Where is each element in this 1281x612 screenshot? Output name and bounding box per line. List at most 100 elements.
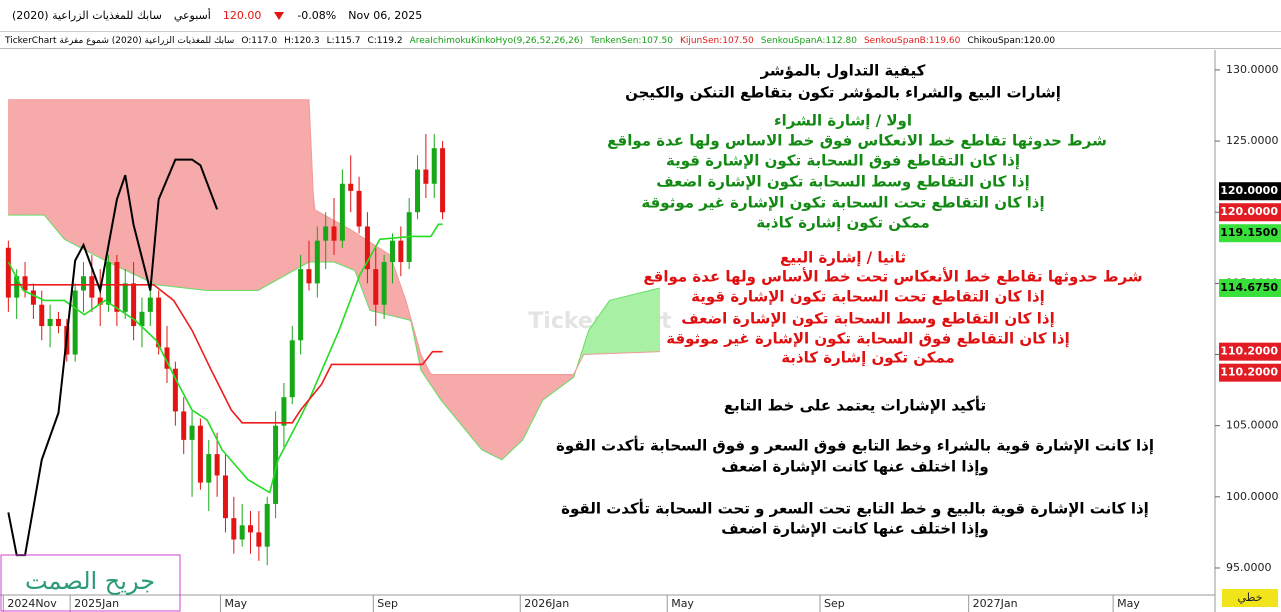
y-tick-label: 100.0000 [1226, 490, 1279, 503]
annotation: اولا / إشارة الشراء [774, 112, 912, 130]
cloud-segment [191, 99, 195, 290]
price-tag [1219, 342, 1281, 361]
cloud-segment [239, 99, 243, 291]
cloud-segment [20, 99, 24, 216]
cloud-segment [74, 99, 78, 247]
cloud-segment [465, 374, 468, 434]
cloud-segment [235, 99, 239, 291]
cloud-segment [237, 99, 241, 291]
cloud-segment [529, 374, 533, 426]
annotation: إذا كان التقاطع فوق السحابة تكون الإشارة… [666, 330, 1070, 348]
cloud-segment [502, 374, 506, 460]
candle-body [348, 183, 354, 191]
cloud-segment [555, 374, 558, 392]
cloud-segment [10, 99, 13, 216]
cloud-segment [193, 99, 197, 290]
cloud-segment [260, 99, 264, 290]
annotation: إذا كان التقاطع فوق السحابة تكون الإشارة… [666, 152, 1020, 170]
cloud-segment [394, 267, 397, 318]
y-tick-label: 105.0000 [1226, 419, 1279, 432]
candle-body [197, 425, 203, 483]
cloud-segment [101, 99, 105, 261]
cloud-segment [241, 99, 245, 291]
cloud-segment [35, 99, 38, 216]
cloud-segment [279, 99, 283, 279]
candle-body [289, 340, 295, 398]
cloud-segment [227, 99, 230, 291]
cloud-segment [277, 99, 281, 281]
cloud-segment [76, 99, 80, 248]
candle-body [364, 226, 370, 270]
cloud-segment [300, 99, 304, 268]
candle-body [30, 290, 36, 305]
cloud-segment [590, 323, 594, 355]
ohlc-value: L:115.7 [326, 35, 361, 46]
cloud-segment [484, 374, 487, 453]
interval[interactable]: أسبوعي [173, 9, 211, 22]
cloud-segment [170, 99, 174, 288]
cloud-segment [39, 99, 43, 216]
candle-body [440, 148, 446, 213]
cloud-segment [291, 99, 295, 272]
cloud-segment [110, 99, 114, 265]
cloud-segment [642, 291, 646, 353]
candle-body [106, 262, 112, 305]
cloud-segment [302, 99, 306, 267]
cloud-segment [358, 234, 362, 288]
cloud-segment [97, 99, 101, 259]
cloud-segment [448, 374, 452, 414]
cloud-segment [62, 99, 66, 241]
candle-body [356, 190, 362, 227]
cloud-segment [26, 99, 30, 216]
signature: جريح الصمت [25, 567, 155, 595]
cloud-segment [177, 99, 180, 288]
cloud-segment [289, 99, 293, 274]
cloud-segment [212, 99, 216, 291]
candle-body [147, 297, 153, 312]
cloud-segment [438, 374, 441, 401]
cloud-segment [8, 99, 11, 216]
legend-bar: TickerChart سابك للمغذيات الزراعية (2020… [0, 33, 1281, 49]
cloud-segment [481, 374, 485, 452]
x-tick-label: Sep [377, 597, 398, 610]
cloud-segment [607, 299, 610, 354]
cloud-segment [175, 99, 178, 288]
cloud-segment [81, 99, 84, 250]
cloud-segment [51, 99, 55, 228]
signature-box [0, 554, 181, 612]
cloud-segment [521, 374, 525, 442]
x-tick-label: 2024Nov [7, 597, 57, 610]
cloud-segment [162, 99, 166, 287]
cloud-segment [287, 99, 291, 275]
candle-body [331, 226, 337, 241]
cloud-segment [552, 374, 556, 393]
cloud-segment [544, 374, 548, 400]
date: Nov 06, 2025 [348, 9, 423, 22]
price-tag [1219, 203, 1281, 222]
candle-body [373, 269, 379, 305]
change: -0.08% [297, 9, 337, 22]
indicator-line [8, 214, 660, 461]
cloud-segment [141, 99, 145, 280]
cloud-segment [145, 99, 149, 282]
cloud-segment [91, 99, 95, 256]
candle-body [72, 290, 78, 355]
annotation: شرط حدوثها تقاطع خط الانعكاس فوق خط الاس… [607, 132, 1107, 150]
cloud-segment [47, 99, 51, 223]
cloud-segment [534, 374, 537, 417]
cloud-segment [269, 99, 272, 285]
cloud-segment [198, 99, 201, 291]
cloud-segment [473, 374, 477, 444]
symbol[interactable]: سابك للمغذيات الزراعية (2020) [12, 9, 162, 22]
cloud-segment [89, 99, 93, 255]
line-type[interactable]: خطي [1238, 591, 1263, 604]
cloud-segment [129, 99, 132, 274]
cloud-segment [83, 99, 86, 251]
cloud-segment [592, 320, 596, 355]
cloud-segment [156, 99, 159, 286]
candle-body [81, 276, 87, 291]
x-tick-label: May [1117, 597, 1140, 610]
cloud-segment [486, 374, 489, 454]
candle-body [323, 226, 329, 241]
ohlc-value: H:120.3 [284, 35, 320, 46]
